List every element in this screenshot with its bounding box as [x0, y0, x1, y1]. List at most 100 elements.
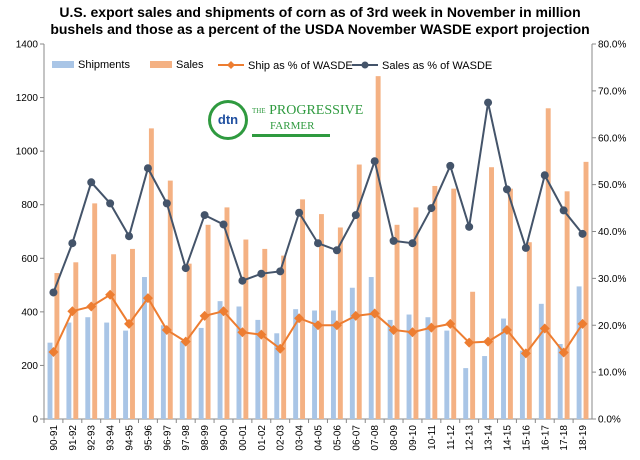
ship-pct-point — [294, 313, 305, 324]
chart-tick-labels: 0 200 400 600 800 1000 1200 1400 0.0% 10.0% 20.0% 3… — [16, 40, 627, 451]
x-tick-label: 98-99 — [200, 425, 211, 451]
right-tick-label: 50.0% — [598, 180, 626, 191]
sales-pct-point — [276, 267, 285, 276]
ship-pct-point — [142, 293, 153, 304]
ship-pct-point — [105, 289, 116, 300]
x-tick-label: 08-09 — [389, 425, 400, 451]
shipments-bar — [387, 319, 393, 419]
chart-lines — [48, 98, 588, 359]
sales-bar — [73, 262, 79, 419]
shipments-bar — [349, 287, 355, 419]
sales-bar — [451, 188, 457, 419]
sales-pct-point — [502, 185, 511, 194]
logo-the: THE — [252, 107, 266, 115]
sales-pct-point — [370, 157, 379, 166]
legend-label-ship-pct: Ship as % of WASDE — [248, 60, 353, 72]
sales-pct-point — [87, 178, 96, 187]
right-tick-label: 0.0% — [598, 415, 621, 426]
dtn-logo-text: dtn — [211, 103, 245, 137]
x-tick-label: 00-01 — [238, 425, 249, 451]
sales-pct-point — [219, 220, 228, 229]
sales-bar — [243, 239, 249, 419]
left-tick-label: 1200 — [16, 93, 39, 104]
ship-pct-point — [331, 320, 342, 331]
x-tick-label: 97-98 — [181, 425, 192, 451]
shipments-bar — [236, 306, 242, 419]
sales-pct-point — [559, 206, 568, 215]
sales-bar — [583, 161, 589, 419]
shipments-bar — [104, 322, 110, 419]
chart-title: U.S. export sales and shipments of corn … — [0, 4, 640, 38]
ship-pct-point — [407, 327, 418, 338]
sales-bar — [111, 254, 117, 419]
sales-pct-point — [314, 239, 322, 248]
shipments-bar — [444, 330, 450, 419]
x-tick-label: 06-07 — [351, 425, 362, 451]
x-tick-label: 15-16 — [521, 425, 532, 451]
logo-underline — [252, 134, 330, 137]
ship-pct-point — [445, 318, 456, 329]
x-tick-label: 16-17 — [540, 425, 551, 451]
x-tick-label: 13-14 — [484, 425, 495, 451]
x-tick-label: 03-04 — [295, 425, 306, 451]
shipments-bar — [312, 310, 317, 419]
shipments-bar — [482, 356, 488, 419]
sales-pct-point — [200, 211, 209, 220]
x-tick-label: 05-06 — [332, 425, 343, 451]
sales-bar — [394, 224, 400, 419]
shipments-bar — [557, 344, 563, 419]
shipments-bar — [198, 327, 204, 419]
legend-label-sales: Sales — [176, 59, 204, 71]
sales-pct-point — [106, 199, 115, 208]
sales-bar — [489, 167, 494, 419]
sales-pct-point — [125, 232, 134, 241]
sales-pct-point — [408, 239, 417, 248]
ship-pct-point — [501, 324, 512, 335]
ship-pct-point — [520, 348, 531, 359]
left-tick-label: 400 — [21, 307, 38, 318]
left-tick-label: 1400 — [16, 40, 39, 51]
sales-bar — [224, 207, 230, 419]
shipments-bar — [85, 317, 91, 419]
sales-pct-point — [238, 276, 247, 285]
logo-line2: FARMER — [270, 120, 315, 132]
sales-pct-point — [68, 239, 77, 248]
sales-pct-point — [49, 288, 58, 297]
chart-legend: Shipments Sales Ship as % of WASDE Sales as… — [52, 59, 492, 72]
legend-swatch-sales — [150, 61, 172, 68]
sales-bar — [205, 224, 211, 419]
shipments-bar — [538, 303, 544, 419]
sales-bar — [564, 191, 570, 419]
ship-pct-point — [350, 310, 361, 321]
sales-bar — [319, 214, 324, 419]
sales-bar — [507, 188, 513, 419]
x-tick-label: 99-00 — [219, 425, 230, 451]
sales-pct-point — [162, 199, 171, 208]
shipments-bar — [142, 277, 147, 419]
right-tick-label: 20.0% — [598, 321, 626, 332]
ship-pct-point — [464, 337, 475, 348]
shipments-bar — [179, 341, 185, 419]
sales-pct-point — [465, 222, 474, 231]
ship-pct-point — [237, 327, 248, 338]
right-tick-label: 30.0% — [598, 274, 626, 285]
shipments-bar — [66, 322, 72, 419]
legend-swatch-shipments — [52, 61, 74, 68]
sales-bar — [281, 255, 287, 419]
ship-pct-point — [369, 308, 380, 319]
legend-label-sales-pct: Sales as % of WASDE — [382, 60, 492, 72]
x-tick-label: 93-94 — [106, 425, 117, 451]
shipments-bar — [160, 325, 166, 419]
x-tick-label: 96-97 — [162, 425, 173, 451]
shipments-bar — [463, 368, 469, 419]
shipments-bar — [274, 333, 280, 419]
x-tick-label: 09-10 — [408, 425, 419, 451]
sales-pct-point — [332, 246, 341, 255]
left-tick-label: 200 — [21, 361, 38, 372]
sales-bar — [375, 76, 381, 420]
shipments-bar — [425, 317, 431, 419]
ship-pct-point — [124, 318, 135, 329]
sales-pct-point — [143, 164, 152, 173]
right-tick-label: 40.0% — [598, 227, 626, 238]
